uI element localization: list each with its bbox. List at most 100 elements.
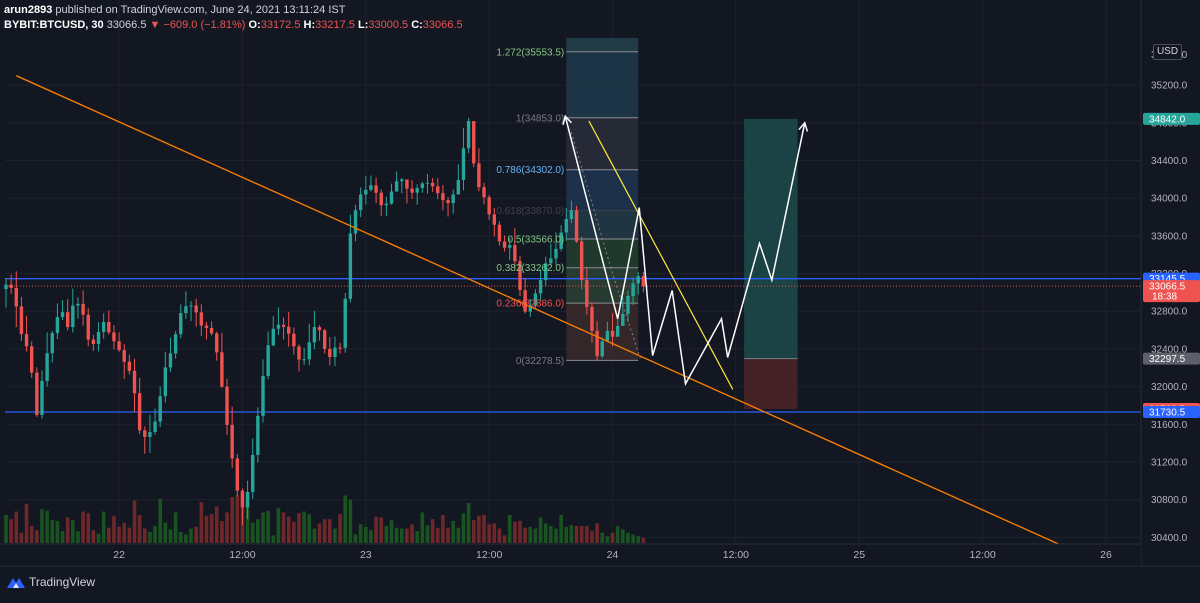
- candle-body: [615, 325, 620, 337]
- volume-bar: [543, 523, 548, 543]
- volume-bar: [101, 511, 106, 543]
- candle-body: [518, 261, 522, 291]
- candle-body: [30, 346, 34, 373]
- volume-bar: [14, 511, 19, 543]
- candle-body: [513, 245, 517, 262]
- volume-bar: [461, 513, 466, 543]
- trendlines[interactable]: [15, 75, 1076, 553]
- candle-body: [466, 121, 471, 149]
- volume-bar: [410, 524, 414, 543]
- candle-body: [456, 179, 461, 195]
- volume-bar: [585, 526, 589, 543]
- price-tick-label: 34000.0: [1151, 194, 1188, 205]
- candle-body: [240, 490, 245, 508]
- volume-bar: [364, 526, 368, 543]
- volume-bar: [24, 503, 29, 543]
- candle-body: [364, 189, 368, 195]
- volume-bar: [261, 512, 265, 543]
- candle-body: [328, 348, 332, 357]
- tradingview-logo[interactable]: TradingView: [6, 575, 95, 589]
- orange-trendline[interactable]: [15, 75, 1076, 553]
- volume-bar: [605, 536, 610, 543]
- volume-bar: [502, 535, 507, 543]
- volume-bar: [554, 528, 558, 543]
- candle-body: [461, 148, 466, 180]
- candle-body: [497, 224, 502, 242]
- horizontal-lines[interactable]: [5, 278, 1141, 413]
- candle-body: [189, 305, 193, 307]
- volume-bar: [399, 528, 404, 543]
- price-tick-label: 34400.0: [1151, 156, 1188, 167]
- volume-bar: [425, 525, 430, 543]
- price-badge: [1143, 405, 1200, 418]
- candle-body: [45, 353, 49, 381]
- candle-body: [173, 334, 178, 354]
- volume-bar: [153, 526, 157, 543]
- candle-body: [40, 380, 44, 415]
- fib-zone: [566, 51, 639, 118]
- volume-bar: [35, 530, 39, 543]
- currency-button[interactable]: USD: [1153, 44, 1182, 60]
- volume-bar: [348, 499, 353, 543]
- volume-bar: [276, 508, 281, 543]
- candle-body: [410, 188, 414, 193]
- symbol-name[interactable]: BYBIT:BTCUSD, 30: [4, 19, 104, 31]
- candle-body: [425, 182, 430, 184]
- fib-dashed-path: [571, 132, 641, 359]
- open-label: O:: [248, 19, 261, 31]
- fib-label: 0.5(33566.0): [508, 235, 565, 246]
- candle-body: [564, 219, 568, 233]
- candle-body: [348, 233, 353, 299]
- volume-bar: [523, 527, 527, 543]
- volume-bar: [343, 495, 348, 543]
- tradingview-logo-icon: [7, 578, 25, 588]
- volume-bar: [322, 519, 327, 543]
- volume-bar: [369, 530, 373, 543]
- candle-body: [209, 327, 214, 334]
- stop-zone[interactable]: [744, 358, 798, 409]
- projection-end-arrow: [798, 121, 809, 132]
- volume-bar: [513, 521, 517, 543]
- logo-text: TradingView: [29, 575, 96, 589]
- candle-body: [379, 192, 383, 206]
- price-badge: [1143, 352, 1200, 365]
- candle-body: [477, 163, 481, 188]
- price-badge-countdown: 18:38: [1152, 292, 1177, 303]
- time-tick-label: 24: [607, 549, 619, 561]
- candle-body: [276, 324, 281, 329]
- candle-body: [137, 393, 142, 431]
- volume-bar: [456, 527, 461, 543]
- author-name[interactable]: arun2893: [4, 4, 53, 16]
- time-tick-label: 12:00: [723, 549, 749, 561]
- target-zone[interactable]: [744, 118, 798, 359]
- candle-body: [472, 121, 476, 164]
- price-tick-label: 32000.0: [1151, 382, 1188, 393]
- candle-body: [96, 331, 101, 344]
- candle-body: [569, 210, 574, 220]
- volume-bar: [76, 531, 80, 543]
- price-tick-label: 31600.0: [1151, 420, 1188, 431]
- volume-bar: [204, 515, 209, 543]
- last-price: 33066.5: [106, 19, 147, 31]
- yellow-trendline[interactable]: [588, 120, 734, 390]
- fib-label: 0.236(32886.0): [496, 299, 564, 310]
- volume-bar: [168, 529, 173, 543]
- volume-bar: [487, 524, 491, 543]
- candle-body: [636, 276, 640, 284]
- candles: [4, 117, 646, 525]
- volume-bar: [420, 512, 425, 543]
- volume-bar: [626, 532, 630, 543]
- volume-bar: [471, 520, 476, 543]
- volume-bar: [317, 523, 322, 543]
- candle-body: [158, 396, 162, 422]
- high-label: H:: [303, 19, 316, 31]
- candle-body: [595, 330, 599, 357]
- volume-bar: [328, 519, 332, 543]
- candle-body: [358, 194, 363, 211]
- volume-bar: [466, 503, 471, 543]
- volume-bar: [430, 519, 435, 543]
- projection-path[interactable]: [564, 116, 806, 387]
- volume-bar: [220, 520, 224, 543]
